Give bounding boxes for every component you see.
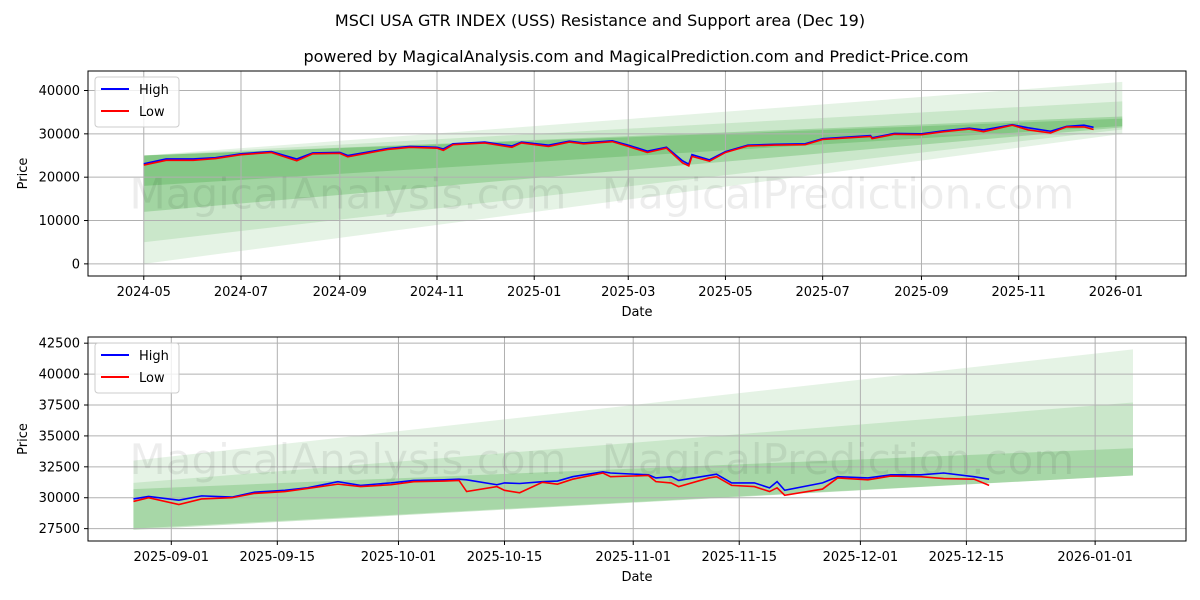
support-resistance-band: [143, 116, 1123, 212]
support-resistance-band: [143, 81, 1123, 264]
x-tick-label: 2025-09-15: [240, 550, 316, 565]
y-axis-label: Price: [16, 158, 31, 190]
y-tick-label: 37500: [39, 399, 80, 414]
y-tick-label: 27500: [39, 522, 80, 537]
chart-panel-1: 0 10000 20000 30000 40000 2024-05 2024-07 2024-…: [16, 70, 1187, 320]
watermark: MagicalPrediction.com: [602, 170, 1075, 219]
y-tick-label: 10000: [39, 214, 80, 229]
y-tick-label: 30000: [39, 127, 80, 142]
x-tick-label: 2024-09: [313, 285, 367, 300]
legend-label-high: High: [139, 349, 169, 364]
x-tick-label: 2025-12-01: [823, 550, 899, 565]
legend-label-high: High: [139, 83, 169, 98]
x-tick-label: 2025-11-01: [595, 550, 671, 565]
legend: High Low: [94, 76, 180, 128]
x-tick-label: 2024-11: [410, 285, 464, 300]
legend: High Low: [94, 342, 180, 394]
series-line-low: [143, 124, 1094, 168]
x-tick-label: 2025-11-15: [701, 550, 777, 565]
chart-panel-2: 27500 30000 32500 35000 37500 40000 42500 2025-…: [16, 336, 1187, 585]
y-tick-label: 20000: [39, 171, 80, 186]
y-tick-label: 0: [72, 257, 80, 272]
x-tick-label: 2025-11: [992, 285, 1046, 300]
watermark: MagicalAnalysis.com: [130, 435, 567, 484]
x-tick-label: 2024-05: [117, 285, 171, 300]
x-tick-label: 2026-01: [1089, 285, 1143, 300]
x-tick-label: 2025-03: [601, 285, 655, 300]
y-tick-label: 35000: [39, 429, 80, 444]
x-tick-label: 2025-09-01: [134, 550, 210, 565]
y-tick-label: 42500: [39, 337, 80, 352]
x-tick-label: 2026-01-01: [1057, 550, 1133, 565]
x-axis-label: Date: [621, 570, 652, 585]
chart-subtitle: powered by MagicalAnalysis.com and Magic…: [303, 47, 968, 66]
y-axis-label: Price: [16, 423, 31, 455]
watermark: MagicalPrediction.com: [602, 435, 1075, 484]
x-tick-label: 2025-07: [795, 285, 849, 300]
y-tick-label: 32500: [39, 460, 80, 475]
x-tick-label: 2025-09: [894, 285, 948, 300]
series-line-high: [143, 123, 1094, 166]
watermark: MagicalAnalysis.com: [130, 170, 567, 219]
chart-title: MSCI USA GTR INDEX (USS) Resistance and …: [335, 11, 865, 30]
x-axis-label: Date: [621, 305, 652, 320]
y-tick-label: 40000: [39, 368, 80, 383]
legend-label-low: Low: [139, 105, 165, 120]
x-tick-label: 2025-05: [698, 285, 752, 300]
plot-frame: [87, 70, 1187, 277]
y-tick-label: 30000: [39, 491, 80, 506]
x-tick-label: 2024-07: [214, 285, 268, 300]
legend-label-low: Low: [139, 371, 165, 386]
x-tick-label: 2025-10-01: [361, 550, 437, 565]
support-resistance-band: [143, 118, 1123, 186]
x-tick-label: 2025-01: [507, 285, 561, 300]
plot-frame: [87, 336, 1187, 542]
y-tick-label: 40000: [39, 84, 80, 99]
x-tick-label: 2025-12-15: [929, 550, 1005, 565]
x-tick-label: 2025-10-15: [467, 550, 543, 565]
series-line-low: [133, 472, 990, 506]
